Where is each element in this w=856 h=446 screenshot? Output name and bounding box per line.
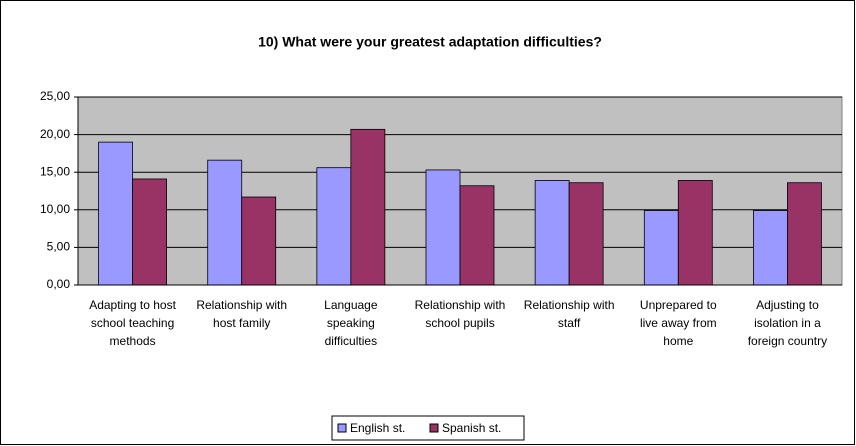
- x-tick-label: Relationship with host family: [196, 298, 288, 330]
- bar: [207, 159, 243, 286]
- x-tick-label: Language speaking difficulties: [324, 298, 378, 348]
- bar: [241, 196, 277, 286]
- chart-title: 10) What were your greatest adaptation d…: [258, 34, 602, 50]
- bar: [643, 210, 679, 286]
- bar: [350, 128, 386, 286]
- x-tick-label: Unprepared to live away from home: [639, 298, 717, 348]
- y-tick-label: 20,00: [40, 127, 70, 141]
- y-tick-label: 0,00: [47, 277, 71, 291]
- bar: [534, 180, 570, 286]
- bar: [98, 141, 133, 286]
- y-tick-label: 10,00: [40, 202, 70, 216]
- bar: [677, 180, 713, 286]
- x-tick-label: Adapting to host school teaching methods: [89, 298, 176, 348]
- bar: [753, 210, 788, 286]
- y-tick-label: 15,00: [40, 164, 70, 178]
- legend-label: Spanish st.: [442, 421, 501, 435]
- bar: [132, 178, 167, 286]
- x-tick-label: Adjusting to isolation in a foreign coun…: [747, 298, 828, 348]
- x-tick-label: Relationship with staff: [523, 298, 615, 330]
- bar: [459, 185, 495, 286]
- y-tick-label: 25,00: [40, 89, 70, 103]
- x-tick-label: Relationship with school pupils: [414, 298, 506, 330]
- legend-swatch: [429, 423, 439, 433]
- bar: [787, 182, 822, 286]
- legend-label: English st.: [350, 421, 405, 435]
- legend-swatch: [337, 423, 347, 433]
- bar: [316, 167, 352, 286]
- legend-box: [331, 415, 525, 441]
- bar: [568, 182, 604, 286]
- bar: [425, 169, 461, 286]
- y-tick-label: 5,00: [47, 240, 71, 254]
